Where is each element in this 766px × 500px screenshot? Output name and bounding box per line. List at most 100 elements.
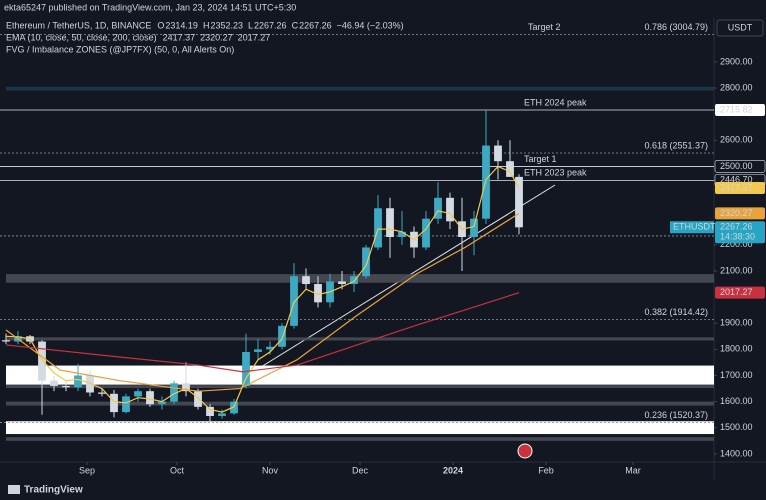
currency[interactable]: USDT — [728, 22, 753, 32]
fvg-zone — [6, 337, 714, 341]
candle-body — [470, 218, 478, 237]
x-tick-label: Mar — [625, 465, 641, 475]
candle-body — [515, 176, 523, 228]
legend-change: −46.94 (−2.03%) — [337, 20, 404, 30]
y-tick-label: 1800.00 — [720, 344, 753, 354]
price-tag-label: 2715.82 — [720, 104, 753, 114]
x-tick-label: 2024 — [443, 465, 463, 475]
candle-body — [134, 391, 142, 397]
fib-label: 0.236 (1520.37) — [644, 410, 708, 420]
candle-body — [374, 208, 382, 248]
fvg-zone — [6, 401, 714, 406]
current-price-tag — [715, 221, 765, 244]
legend-value: 2314.19 — [165, 20, 198, 30]
y-tick-label: 1700.00 — [720, 370, 753, 380]
candle-body — [278, 325, 286, 347]
x-tick-label: Dec — [352, 465, 369, 475]
candle-body — [2, 340, 10, 342]
y-tick-label: 2900.00 — [720, 56, 753, 66]
fib-label: 0.786 (3004.79) — [644, 22, 708, 32]
candle-body — [110, 393, 118, 413]
countdown: 14:38:30 — [720, 232, 755, 242]
price-tag — [715, 104, 765, 117]
target-label: ETH 2024 peak — [524, 97, 587, 107]
y-tick-label: 2600.00 — [720, 135, 753, 145]
candle-body — [182, 383, 190, 392]
footer — [0, 480, 766, 500]
fvg-zone — [6, 421, 714, 435]
candle-body — [314, 284, 322, 303]
candle-body — [50, 380, 58, 386]
price-tag-label: 2320.27 — [720, 208, 753, 218]
target-label: ETH 2023 peak — [524, 168, 587, 178]
candle-body — [122, 396, 130, 413]
fvg-zone — [6, 385, 714, 389]
legend-title: EMA (10, close, 50, close, 200, close) — [6, 32, 157, 42]
candle-body — [170, 383, 178, 402]
candle-body — [338, 281, 346, 285]
price-tag-label: 2446.70 — [720, 175, 753, 185]
candle-body — [158, 401, 166, 405]
legend-key: O — [157, 20, 164, 30]
legend-value: 2267.26 — [254, 20, 287, 30]
fvg-zone — [6, 274, 714, 283]
candle-body — [446, 197, 454, 222]
y-tick-label: 1400.00 — [720, 448, 753, 458]
y-tick-label: 1600.00 — [720, 396, 753, 406]
legend-value: 2267.26 — [299, 20, 332, 30]
candle-body — [98, 392, 106, 394]
fib-label: 0.382 (1914.42) — [644, 307, 708, 317]
candle-body — [398, 231, 406, 237]
price-tag — [714, 160, 766, 173]
candle-body — [62, 385, 70, 388]
ema-line — [5, 212, 520, 392]
x-tick-label: Sep — [79, 465, 95, 475]
candle-body — [386, 208, 394, 237]
current-price: 2267.26 — [720, 222, 753, 232]
legend-value: 2352.23 — [210, 20, 243, 30]
legend-key: L — [248, 20, 253, 30]
price-tag — [715, 286, 765, 299]
ema-line — [5, 165, 520, 413]
x-tick-label: Nov — [262, 465, 279, 475]
legend-key: H — [203, 20, 210, 30]
brand: TradingView — [24, 485, 83, 496]
legend-title: FVG / Imbalance ZONES (@JP7FX) (50, 0, A… — [6, 44, 234, 54]
y-tick-label: 2100.00 — [720, 265, 753, 275]
candle-body — [206, 406, 214, 417]
brand-logo — [8, 485, 20, 494]
x-tick-label: Oct — [170, 465, 185, 475]
candle-body — [290, 276, 298, 326]
target-label: Target 2 — [528, 22, 561, 32]
candle-body — [422, 218, 430, 248]
publish-note: ekta65247 published on TradingView.com, … — [4, 2, 296, 12]
legend-title: Ethereum / TetherUS, 1D, BINANCE — [6, 20, 151, 30]
legend-value: 2320.27 — [200, 32, 233, 42]
price-tag-label: 2417.37 — [720, 182, 753, 192]
candle-body — [362, 247, 370, 277]
candle-body — [194, 391, 202, 407]
candle-body — [266, 346, 274, 350]
event-icon[interactable] — [517, 443, 533, 459]
x-tick-label: Feb — [538, 465, 554, 475]
legend-value: 2017.27 — [238, 32, 271, 42]
currency-box[interactable] — [716, 19, 764, 37]
price-tag — [715, 207, 765, 220]
y-tick-label: 1500.00 — [720, 422, 753, 432]
price-tag — [715, 182, 765, 195]
price-tag-label: 2017.27 — [720, 287, 753, 297]
candle-body — [254, 349, 262, 352]
candle-body — [146, 391, 154, 405]
y-tick-label: 2200.00 — [720, 239, 753, 249]
candle-body — [494, 145, 502, 162]
symbol-tag — [670, 221, 714, 234]
candle-body — [350, 276, 358, 285]
y-tick-label: 1900.00 — [720, 318, 753, 328]
target-label: Target 1 — [524, 154, 557, 164]
fvg-zone — [6, 365, 714, 385]
candle-body — [302, 276, 310, 285]
fib-label: 0.618 (2551.37) — [644, 140, 708, 150]
price-tag-label: 2500.00 — [720, 161, 753, 171]
